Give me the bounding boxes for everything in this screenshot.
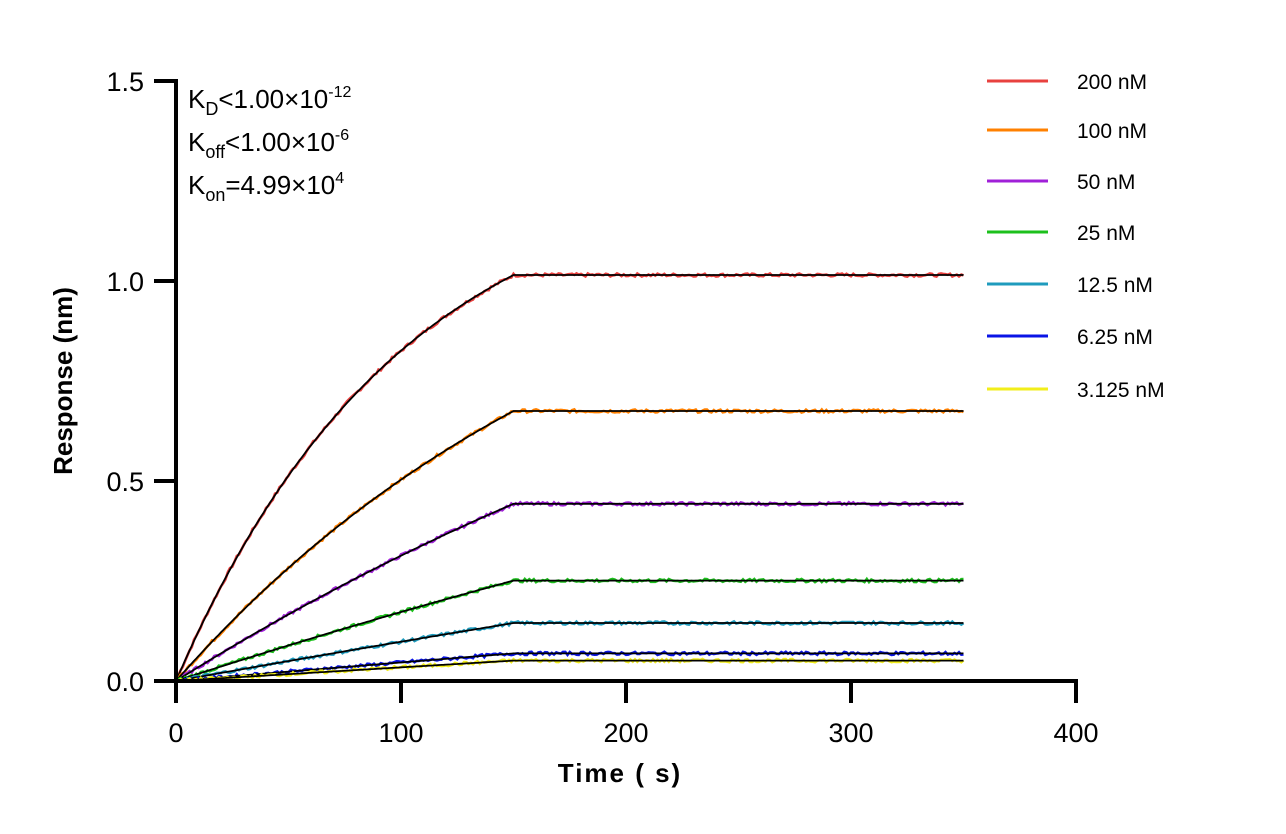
x-tick-label: 400 [1053,718,1098,748]
data-curve-200-nM [174,271,964,682]
fit-curve-3-125-nM [175,659,964,682]
x-tick-label: 300 [828,718,873,748]
legend-label: 12.5 nM [1077,274,1153,297]
y-tick-label: 1.0 [106,267,144,297]
legend-label: 200 nM [1077,71,1147,94]
ticks: 0 100 200 300 400 0.0 0.5 1.0 1.5 [106,67,1098,748]
y-tick-label: 0.5 [106,467,144,497]
x-tick-label: 100 [378,718,423,748]
kon-annotation: Kon=4.99×104 [188,170,344,205]
fit-curve-100-nM [175,410,964,682]
fit-curve-50-nM [175,502,964,682]
legend-label: 6.25 nM [1077,326,1153,349]
legend-label: 50 nM [1077,171,1135,194]
legend-label: 25 nM [1077,222,1135,245]
koff-annotation: Koff<1.00×10-6 [188,127,349,162]
legend: 200 nM 100 nM 50 nM 25 nM 12.5 nM 6.25 nM 3.12… [987,71,1165,402]
x-axis-label: Time ( s) [558,758,682,788]
y-tick-label: 0.0 [106,667,144,697]
x-tick-label: 0 [168,718,183,748]
kd-annotation: KD<1.00×10-12 [188,84,351,119]
x-tick-label: 200 [603,718,648,748]
fit-curve-6-25-nM [175,652,964,682]
kinetics-annotation: KD<1.00×10-12 Koff<1.00×10-6 Kon=4.99×10… [188,84,351,205]
data-curve-6-25-nM [175,650,964,684]
data-curve-25-nM [175,576,964,683]
data-curve-100-nM [175,407,964,683]
curves [174,271,965,684]
fit-curve-200-nM [175,274,964,682]
y-tick-label: 1.5 [106,67,144,97]
fit-curve-12-5-nM [175,622,964,682]
legend-label: 100 nM [1077,120,1147,143]
legend-label: 3.125 nM [1077,379,1165,402]
fit-curve-25-nM [175,579,964,682]
y-axis-label: Response (nm) [48,287,78,475]
